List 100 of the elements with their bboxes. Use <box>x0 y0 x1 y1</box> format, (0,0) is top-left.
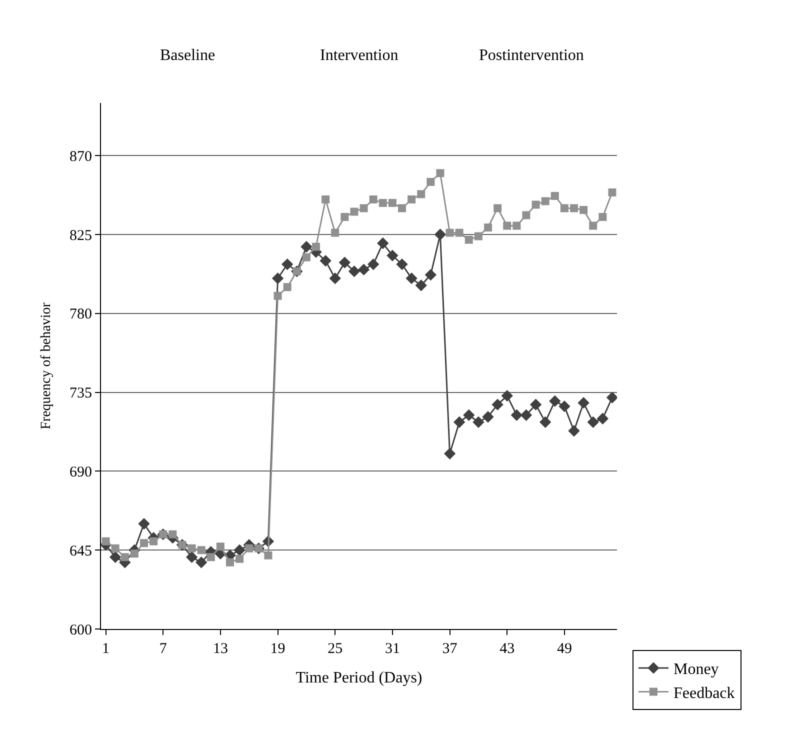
point <box>453 416 466 428</box>
point <box>360 204 368 212</box>
point <box>130 550 138 558</box>
x-tick-label: 13 <box>212 641 228 657</box>
point <box>484 223 492 232</box>
point <box>550 192 559 200</box>
point <box>434 228 446 240</box>
point <box>272 272 284 284</box>
point <box>510 409 523 421</box>
point <box>446 228 454 237</box>
point <box>396 258 408 270</box>
point <box>606 392 617 404</box>
point <box>377 237 389 250</box>
point <box>596 412 609 424</box>
y-tick-label: 825 <box>70 228 92 244</box>
point <box>102 537 110 546</box>
x-tick-label: 1 <box>102 641 110 657</box>
point <box>120 553 129 562</box>
point <box>558 400 570 412</box>
point <box>530 398 542 410</box>
point <box>474 232 482 240</box>
point <box>494 204 502 212</box>
x-tick-label: 43 <box>500 641 515 657</box>
point <box>608 188 616 196</box>
x-tick-label: 49 <box>556 641 572 657</box>
point <box>283 283 292 292</box>
point <box>358 264 370 276</box>
point <box>340 212 349 221</box>
point <box>236 554 244 563</box>
x-tick-label: 25 <box>328 641 343 657</box>
point <box>520 409 532 421</box>
point <box>264 551 272 560</box>
point <box>350 208 358 216</box>
point <box>539 416 552 428</box>
point <box>348 265 360 278</box>
point <box>274 292 282 300</box>
point <box>578 396 590 409</box>
y-tick-label: 780 <box>70 306 92 323</box>
point <box>492 398 504 410</box>
point <box>281 258 294 270</box>
y-axis-title: Frequency of behavior <box>39 302 54 430</box>
point <box>234 544 246 556</box>
point <box>522 211 530 220</box>
point <box>140 539 148 548</box>
point <box>197 546 206 554</box>
point <box>186 551 198 563</box>
y-tick-label: 600 <box>70 622 92 638</box>
point <box>570 204 578 212</box>
point <box>568 425 580 437</box>
y-tick-label: 735 <box>70 386 92 402</box>
point <box>464 236 473 244</box>
point <box>216 542 224 551</box>
y-tick-label: 870 <box>70 148 92 165</box>
point <box>541 197 550 206</box>
point <box>408 195 416 204</box>
legend-label: Money <box>673 661 719 678</box>
point <box>472 416 484 428</box>
point <box>300 240 312 253</box>
point <box>415 280 427 292</box>
point <box>188 544 196 552</box>
x-tick-label: 7 <box>159 641 168 657</box>
x-tick-label: 31 <box>384 641 400 657</box>
point <box>322 195 330 204</box>
point <box>150 537 158 546</box>
point <box>398 204 406 212</box>
point <box>168 530 177 538</box>
point <box>598 212 607 221</box>
point <box>463 409 475 421</box>
point <box>109 551 122 563</box>
point <box>302 253 310 262</box>
point <box>226 558 234 566</box>
x-tick-label: 19 <box>270 641 286 657</box>
point <box>388 198 396 207</box>
point <box>312 242 320 251</box>
point <box>331 228 340 237</box>
point <box>436 169 444 178</box>
point <box>320 254 332 267</box>
point <box>417 190 426 198</box>
x-axis-title: Time Period (Days) <box>296 670 422 687</box>
point <box>587 416 599 428</box>
point <box>338 256 351 268</box>
point <box>378 198 387 207</box>
point <box>138 518 150 530</box>
point <box>560 204 568 212</box>
point <box>444 448 456 460</box>
y-tick-label: 690 <box>70 464 92 480</box>
point <box>111 544 120 552</box>
point <box>426 178 435 186</box>
point <box>206 553 215 562</box>
point <box>329 272 341 284</box>
point <box>245 544 254 552</box>
point <box>503 222 512 230</box>
point <box>549 395 561 407</box>
point <box>386 250 398 262</box>
point <box>482 411 494 423</box>
text: Baseline <box>160 47 216 64</box>
x-tick-label: 37 <box>442 641 458 657</box>
point <box>512 222 521 230</box>
text: Postintervention <box>479 47 584 64</box>
legend-label: Feedback <box>673 684 735 702</box>
